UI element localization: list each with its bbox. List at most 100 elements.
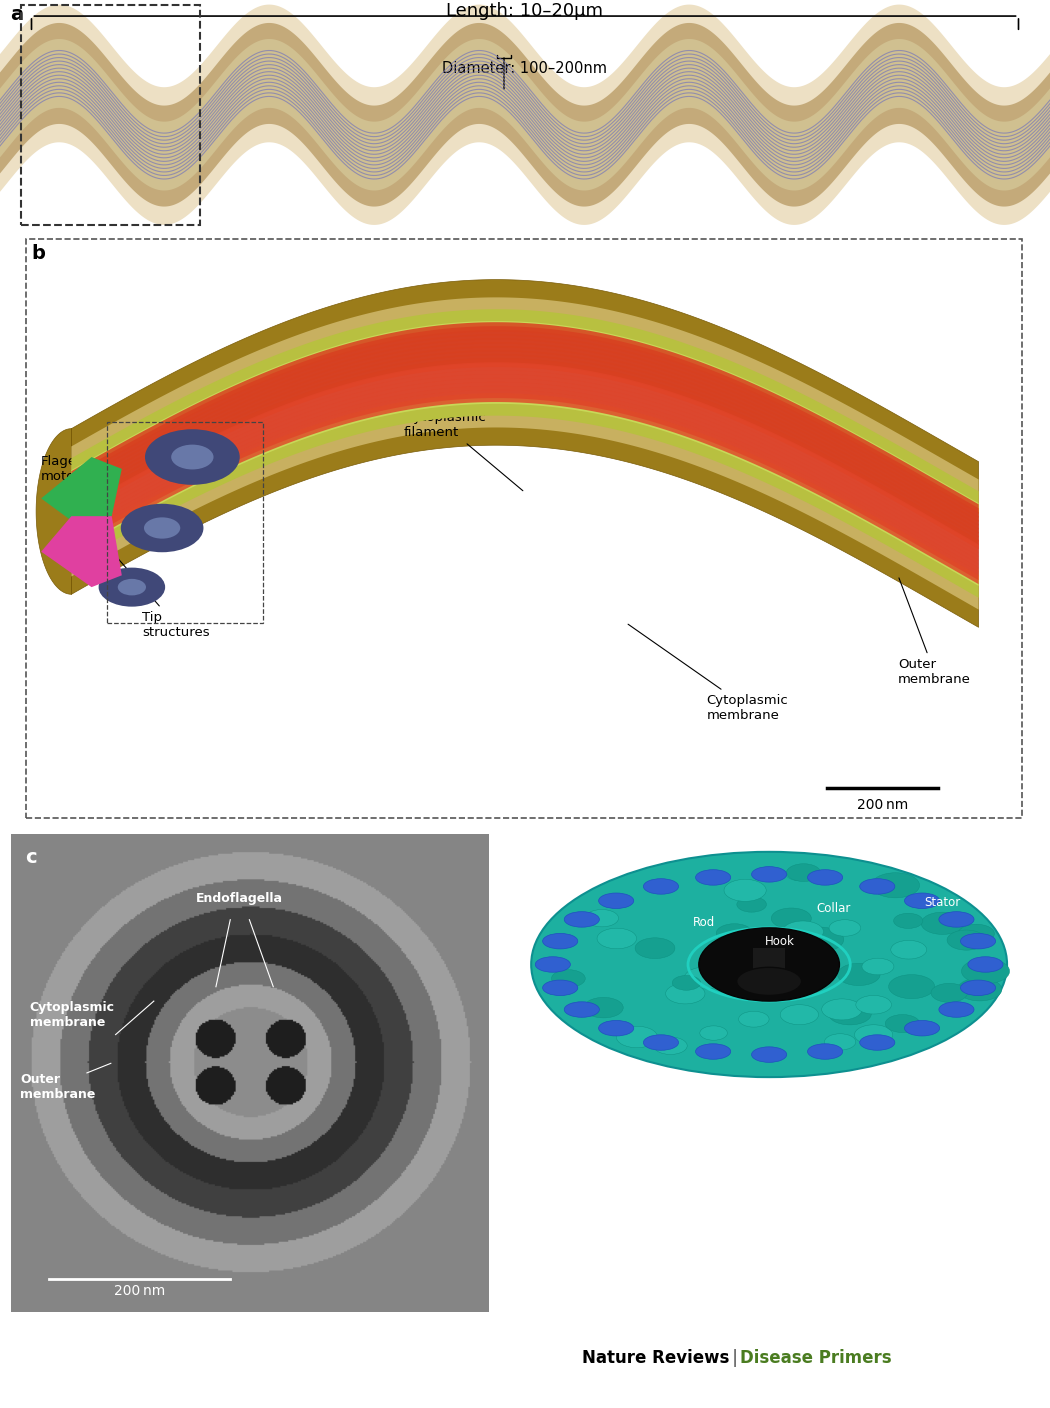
- Circle shape: [855, 1025, 892, 1045]
- Circle shape: [785, 866, 815, 881]
- Ellipse shape: [807, 870, 843, 886]
- Circle shape: [772, 908, 812, 929]
- Ellipse shape: [752, 866, 786, 881]
- Circle shape: [782, 921, 823, 942]
- Circle shape: [716, 924, 753, 943]
- Circle shape: [931, 983, 967, 1002]
- Circle shape: [685, 967, 727, 988]
- Polygon shape: [71, 327, 979, 518]
- Circle shape: [780, 1005, 819, 1025]
- Ellipse shape: [961, 980, 995, 995]
- Polygon shape: [0, 39, 1050, 190]
- Circle shape: [654, 1038, 687, 1055]
- Circle shape: [921, 912, 964, 935]
- Circle shape: [121, 504, 204, 552]
- Ellipse shape: [564, 912, 600, 926]
- Ellipse shape: [961, 934, 995, 949]
- Text: |: |: [727, 1349, 743, 1367]
- Circle shape: [856, 995, 891, 1014]
- Polygon shape: [71, 280, 979, 628]
- Polygon shape: [71, 386, 979, 576]
- Circle shape: [822, 998, 862, 1019]
- Polygon shape: [71, 366, 979, 562]
- Text: Rod: Rod: [693, 915, 715, 929]
- Ellipse shape: [536, 957, 570, 972]
- Text: a: a: [10, 4, 23, 24]
- Ellipse shape: [598, 1021, 634, 1036]
- Ellipse shape: [904, 893, 940, 908]
- Circle shape: [890, 941, 927, 959]
- Ellipse shape: [807, 1043, 843, 1059]
- Bar: [21, 4, 200, 225]
- Text: Cytoplasmic
filament: Cytoplasmic filament: [404, 411, 523, 491]
- Circle shape: [830, 919, 861, 936]
- Text: Hook: Hook: [765, 935, 795, 949]
- Text: Cytoplasmic
membrane: Cytoplasmic membrane: [29, 1001, 114, 1029]
- Polygon shape: [36, 428, 71, 594]
- Polygon shape: [71, 390, 979, 580]
- Circle shape: [824, 1033, 856, 1050]
- Text: c: c: [25, 848, 37, 867]
- Text: Collar: Collar: [817, 901, 852, 915]
- Polygon shape: [71, 379, 979, 576]
- Ellipse shape: [543, 980, 578, 995]
- Text: Nature Reviews: Nature Reviews: [583, 1349, 730, 1367]
- Text: Length: 10–20µm: Length: 10–20µm: [446, 3, 604, 20]
- Text: b: b: [32, 244, 45, 263]
- Text: Tip
structures: Tip structures: [104, 542, 210, 639]
- Ellipse shape: [904, 1021, 940, 1036]
- Ellipse shape: [695, 870, 731, 886]
- Polygon shape: [71, 370, 979, 560]
- Circle shape: [862, 959, 894, 974]
- Circle shape: [888, 974, 934, 998]
- Polygon shape: [71, 366, 979, 556]
- Circle shape: [597, 928, 636, 949]
- Ellipse shape: [598, 893, 634, 908]
- Ellipse shape: [531, 852, 1007, 1077]
- Ellipse shape: [695, 1043, 731, 1059]
- Polygon shape: [71, 322, 979, 514]
- Circle shape: [145, 429, 239, 484]
- Polygon shape: [71, 334, 979, 525]
- Bar: [753, 948, 785, 981]
- Text: Diameter: 100–200nm: Diameter: 100–200nm: [442, 62, 608, 76]
- Circle shape: [666, 983, 705, 1004]
- Polygon shape: [41, 458, 122, 528]
- Polygon shape: [71, 372, 979, 569]
- Ellipse shape: [564, 1001, 600, 1017]
- Circle shape: [144, 517, 181, 539]
- Text: Flagellar motor: Flagellar motor: [607, 829, 739, 845]
- Polygon shape: [71, 382, 979, 572]
- Circle shape: [616, 1026, 657, 1048]
- Polygon shape: [71, 349, 979, 542]
- Polygon shape: [71, 345, 979, 542]
- Polygon shape: [71, 297, 979, 610]
- Circle shape: [958, 979, 1002, 1001]
- Circle shape: [738, 1011, 769, 1026]
- Polygon shape: [71, 338, 979, 529]
- Circle shape: [672, 976, 700, 990]
- Polygon shape: [71, 342, 979, 534]
- Polygon shape: [71, 321, 979, 586]
- Text: Disease Primers: Disease Primers: [740, 1349, 891, 1367]
- Circle shape: [601, 932, 631, 948]
- Circle shape: [735, 943, 763, 957]
- Circle shape: [585, 910, 618, 926]
- Polygon shape: [0, 4, 1050, 225]
- Circle shape: [796, 926, 844, 952]
- Circle shape: [724, 880, 766, 901]
- Polygon shape: [71, 338, 979, 535]
- Ellipse shape: [968, 957, 1003, 972]
- Ellipse shape: [644, 879, 678, 894]
- Circle shape: [947, 931, 986, 950]
- Ellipse shape: [737, 967, 801, 995]
- Circle shape: [828, 1002, 872, 1025]
- Polygon shape: [71, 375, 979, 565]
- Text: Stator: Stator: [924, 895, 961, 910]
- Text: Outer
membrane: Outer membrane: [20, 1073, 96, 1101]
- Ellipse shape: [939, 1002, 974, 1017]
- Polygon shape: [71, 329, 979, 522]
- Polygon shape: [71, 377, 979, 569]
- Ellipse shape: [644, 1035, 678, 1050]
- Polygon shape: [71, 362, 979, 552]
